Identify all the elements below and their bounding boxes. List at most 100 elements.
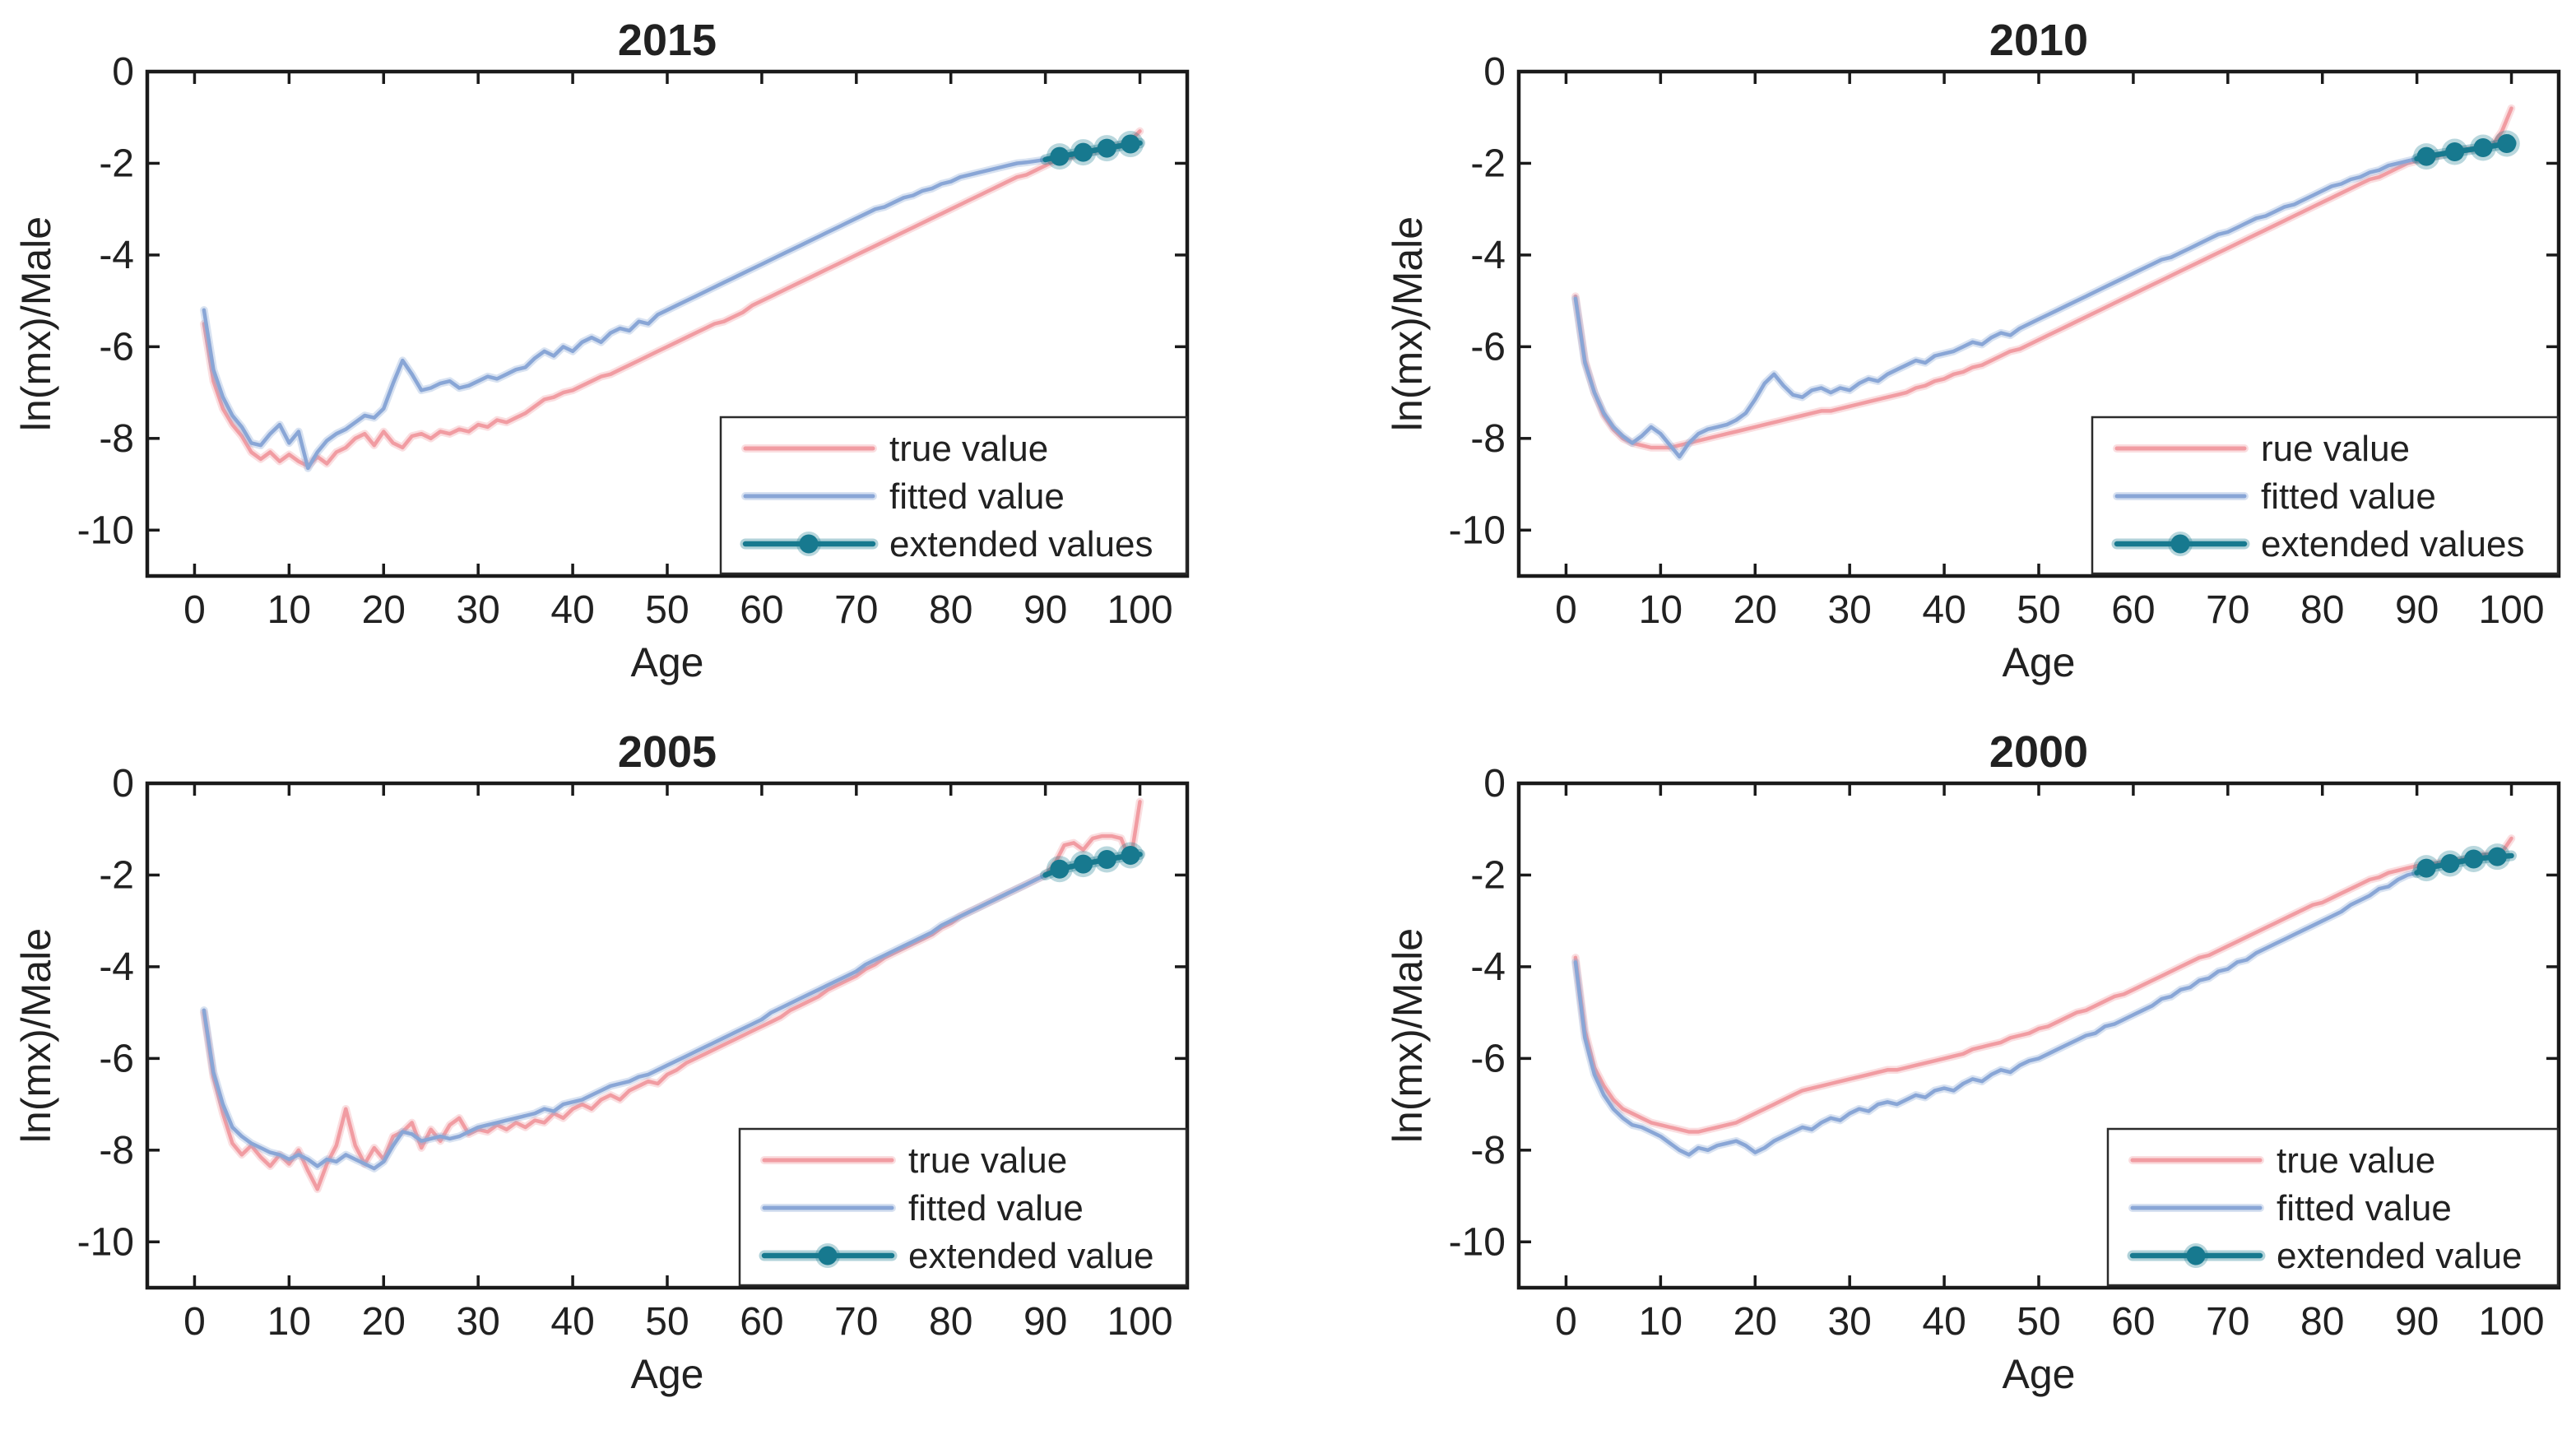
y-tick-label: -10 [1449, 1220, 1506, 1264]
x-tick-label: 30 [456, 588, 499, 632]
y-axis-label: ln(mx)/Male [13, 216, 59, 431]
series-halo-1 [1571, 155, 2421, 461]
legend: true value fitted value extended values [719, 416, 1188, 575]
y-tick-label: -2 [99, 142, 134, 185]
legend: true value fitted value extended value [2106, 1127, 2560, 1287]
x-tick-label: 60 [2111, 588, 2155, 632]
y-tick-label: 0 [112, 762, 134, 806]
x-tick-label: 70 [2206, 588, 2249, 632]
x-tick-label: 60 [740, 588, 783, 632]
x-tick-label: 20 [1734, 588, 1777, 632]
x-tick-label: 100 [2478, 1300, 2544, 1344]
x-axis-label: Age [631, 1351, 704, 1397]
x-tick-label: 70 [834, 1300, 878, 1344]
legend-label: extended value [908, 1236, 1153, 1276]
chart-title: 2010 [1989, 16, 2088, 65]
legend-label: fitted value [2261, 476, 2436, 517]
x-tick-label: 0 [1555, 1300, 1577, 1344]
x-tick-label: 80 [2300, 1300, 2344, 1344]
x-tick-label: 20 [362, 588, 406, 632]
x-tick-label: 80 [929, 1300, 972, 1344]
extended-marker [1097, 850, 1116, 870]
x-tick-label: 0 [183, 588, 206, 632]
extended-marker [1121, 845, 1140, 865]
extended-marker [2473, 138, 2493, 158]
chart-title: 2000 [1989, 727, 2088, 777]
x-tick-label: 60 [740, 1300, 783, 1344]
y-tick-label: -4 [99, 234, 134, 277]
legend-label: extended values [889, 524, 1153, 564]
series-halo-0 [200, 127, 1144, 471]
y-tick-label: -8 [1470, 1129, 1506, 1173]
legend-marker [2186, 1246, 2206, 1265]
y-tick-label: -10 [77, 1220, 134, 1264]
y-tick-label: -6 [1470, 325, 1506, 369]
x-tick-label: 100 [2478, 588, 2544, 632]
extended-marker [2497, 133, 2517, 153]
extended-marker [1074, 142, 1093, 162]
x-tick-label: 20 [362, 1300, 406, 1344]
subplot-2000: 0 10 20 30 40 50 60 70 80 90 100 0 -2 -4 -6 -8 -10 2000 Ag… [1385, 727, 2561, 1397]
x-tick-label: 10 [267, 1300, 311, 1344]
series-line-0 [1573, 836, 2513, 1134]
x-axis-label: Age [631, 639, 704, 685]
series-line-1 [1573, 156, 2419, 459]
subplot-2010: 0 10 20 30 40 50 60 70 80 90 100 0 -2 -4 -6 -8 -10 2010 Ag… [1385, 16, 2561, 685]
series-halo-0 [1571, 834, 2516, 1136]
series-halo-1 [200, 871, 1050, 1173]
x-tick-label: 80 [929, 588, 972, 632]
legend-marker [799, 534, 819, 554]
y-axis-label: ln(mx)/Male [1385, 928, 1431, 1143]
x-tick-label: 0 [183, 1300, 206, 1344]
legend-label: true value [908, 1140, 1067, 1181]
legend-label: rue value [2261, 429, 2410, 469]
extended-marker [1074, 854, 1093, 874]
legend-label: fitted value [889, 476, 1065, 517]
extended-marker [2440, 854, 2460, 874]
series-line-0 [202, 129, 1142, 468]
x-tick-label: 90 [1023, 1300, 1067, 1344]
y-tick-label: -4 [99, 945, 134, 989]
y-tick-label: -8 [99, 417, 134, 461]
x-tick-label: 50 [2017, 588, 2060, 632]
series-halo-0 [1571, 104, 2516, 452]
extended-marker [1121, 134, 1140, 154]
x-tick-label: 30 [1827, 1300, 1871, 1344]
x-tick-label: 70 [2206, 1300, 2249, 1344]
extended-marker [2416, 146, 2436, 166]
x-tick-label: 50 [645, 588, 689, 632]
extended-marker [1050, 146, 1070, 166]
extended-marker [2416, 858, 2436, 878]
x-tick-label: 60 [2111, 1300, 2155, 1344]
y-tick-label: -8 [99, 1129, 134, 1173]
x-tick-label: 10 [267, 588, 311, 632]
y-tick-label: -2 [1470, 853, 1506, 897]
legend-label: true value [889, 429, 1048, 469]
x-tick-label: 100 [1107, 588, 1172, 632]
y-tick-label: -4 [1470, 234, 1506, 277]
legend-label: extended values [2261, 524, 2524, 564]
y-tick-label: 0 [1483, 50, 1506, 94]
x-tick-label: 80 [2300, 588, 2344, 632]
x-tick-label: 50 [2017, 1300, 2060, 1344]
x-tick-label: 20 [1734, 1300, 1777, 1344]
x-tick-label: 90 [1023, 588, 1067, 632]
extended-marker [1050, 859, 1070, 879]
series-line-1 [1573, 871, 2419, 1157]
x-tick-label: 10 [1639, 1300, 1683, 1344]
series-line-1 [202, 873, 1047, 1171]
y-tick-label: -10 [1449, 509, 1506, 552]
extended-marker [2464, 849, 2484, 869]
x-tick-label: 90 [2395, 588, 2439, 632]
extended-marker [1097, 138, 1116, 158]
x-tick-label: 30 [1827, 588, 1871, 632]
y-tick-label: -8 [1470, 417, 1506, 461]
x-axis-label: Age [2003, 1351, 2076, 1397]
y-axis-label: ln(mx)/Male [1385, 216, 1431, 431]
x-tick-label: 70 [834, 588, 878, 632]
legend-label: extended value [2277, 1236, 2522, 1276]
legend-label: fitted value [2277, 1188, 2452, 1228]
y-tick-label: -2 [99, 853, 134, 897]
